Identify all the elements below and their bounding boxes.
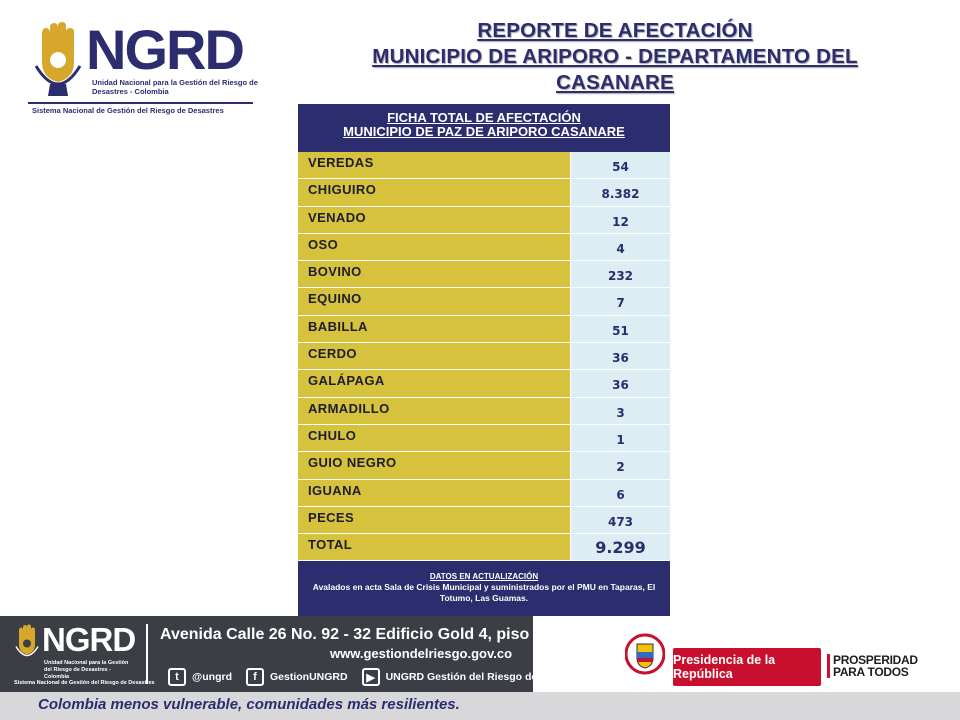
table-row: EQUINO 7 [298, 288, 670, 316]
colombia-coat-of-arms-icon [625, 633, 665, 675]
table-row: ARMADILLO 3 [298, 397, 670, 425]
footer-slogan: Colombia menos vulnerable, comunidades m… [38, 696, 460, 713]
row-value: 7 [570, 288, 670, 315]
footer-note-text: Avalados en acta Sala de Crisis Municipa… [312, 582, 656, 604]
presidencia-logo: Presidencia de la República [673, 648, 821, 686]
logo-system-name: Sistema Nacional de Gestión del Riesgo d… [32, 106, 224, 115]
table-total-row: TOTAL 9.299 [298, 534, 670, 562]
twitter-handle[interactable]: @ungrd [192, 671, 232, 683]
table-row: BOVINO 232 [298, 261, 670, 289]
table-body: VEREDAS 54 CHIGUIRO 8.382 VENADO 12 OSO 4 BOVINO… [298, 152, 670, 535]
row-value: 2 [570, 452, 670, 479]
hand-emblem-icon [34, 22, 82, 96]
footer-website-link[interactable]: www.gestiondelriesgo.gov.co [330, 646, 513, 661]
table-row: CHULO 1 [298, 424, 670, 453]
row-label: VENADO [298, 206, 570, 233]
row-value: 473 [570, 506, 670, 534]
table-row: CERDO 36 [298, 343, 670, 371]
row-label: EQUINO [298, 288, 570, 315]
prosperidad-line-2: PARA TODOS [833, 665, 909, 679]
row-label: CERDO [298, 343, 570, 370]
row-value: 232 [570, 261, 670, 288]
row-label: GALÁPAGA [298, 370, 570, 397]
footer-address: Avenida Calle 26 No. 92 - 32 Edificio Go… [160, 626, 639, 643]
table-row: OSO 4 [298, 233, 670, 262]
row-value: 8.382 [570, 179, 670, 206]
row-value: 36 [570, 370, 670, 397]
title-line-2: MUNICIPIO DE ARIPORO - DEPARTAMENTO DEL [372, 45, 858, 68]
row-label: BABILLA [298, 315, 570, 343]
table-row: VEREDAS 54 [298, 152, 670, 180]
prosperidad-bar [827, 654, 830, 678]
row-value: 12 [570, 206, 670, 233]
table-row: VENADO 12 [298, 206, 670, 234]
row-label: CHULO [298, 424, 570, 452]
table-header: FICHA TOTAL DE AFECTACIÓN MUNICIPIO DE P… [298, 104, 670, 152]
report-title: REPORTE DE AFECTACIÓN MUNICIPIO DE ARIPO… [300, 18, 930, 96]
impact-table: FICHA TOTAL DE AFECTACIÓN MUNICIPIO DE P… [298, 104, 670, 620]
footer-note-title: DATOS EN ACTUALIZACIÓN [429, 572, 539, 582]
footer-divider [146, 624, 148, 684]
logo-subtitle: Unidad Nacional para la Gestión del Ries… [92, 78, 258, 96]
row-label: GUIO NEGRO [298, 452, 570, 479]
row-label: PECES [298, 506, 570, 534]
row-value: 36 [570, 343, 670, 370]
row-label: VEREDAS [298, 152, 570, 179]
row-value: 54 [570, 152, 670, 179]
prosperidad-line-1: PROSPERIDAD [833, 653, 918, 667]
logo-divider [28, 102, 253, 104]
footer-logo-subtitle: Unidad Nacional para la Gestión del Ries… [44, 660, 129, 680]
footer-logo-system: Sistema Nacional de Gestión del Riesgo d… [14, 680, 155, 686]
table-footer-note: DATOS EN ACTUALIZACIÓN Avalados en acta … [298, 561, 670, 620]
row-value: 4 [570, 233, 670, 261]
row-label: IGUANA [298, 479, 570, 506]
footer-social-links: t @ungrd f GestionUNGRD ▶ UNGRD Gestión … [160, 668, 590, 686]
row-label: BOVINO [298, 261, 570, 288]
title-line-1: REPORTE DE AFECTACIÓN [477, 19, 753, 42]
footer-ngrd-logo: NGRD Unidad Nacional para la Gestión del… [10, 621, 155, 688]
title-line-3: CASANARE [556, 71, 674, 94]
total-label: TOTAL [298, 534, 570, 561]
hand-emblem-icon [15, 624, 39, 657]
youtube-icon[interactable]: ▶ [361, 668, 380, 686]
ngrd-logo: NGRD Unidad Nacional para la Gestión del… [28, 18, 258, 120]
row-label: CHIGUIRO [298, 179, 570, 206]
footer-slogan-strip: Colombia menos vulnerable, comunidades m… [0, 692, 960, 720]
twitter-icon[interactable]: t [168, 668, 186, 686]
row-value: 6 [570, 479, 670, 506]
total-value: 9.299 [570, 534, 670, 561]
row-value: 3 [570, 397, 670, 424]
prosperidad-logo: PROSPERIDAD PARA TODOS [827, 653, 918, 679]
logo-wordmark: NGRD [86, 18, 245, 81]
table-row: GUIO NEGRO 2 [298, 452, 670, 480]
facebook-handle[interactable]: GestionUNGRD [269, 671, 348, 683]
footer-contact-band: NGRD Unidad Nacional para la Gestión del… [0, 616, 639, 692]
row-label: ARMADILLO [298, 397, 570, 424]
table-row: BABILLA 51 [298, 315, 670, 344]
table-row: CHIGUIRO 8.382 [298, 179, 670, 207]
table-row: PECES 473 [298, 506, 670, 535]
facebook-icon[interactable]: f [245, 668, 264, 686]
row-label: OSO [298, 233, 570, 261]
row-value: 1 [570, 424, 670, 452]
table-row: IGUANA 6 [298, 479, 670, 507]
footer-logo-wordmark: NGRD [42, 621, 136, 658]
row-value: 51 [570, 315, 670, 343]
table-header-line-1: FICHA TOTAL DE AFECTACIÓN [387, 110, 581, 125]
table-header-line-2: MUNICIPIO DE PAZ DE ARIPORO CASANARE [343, 124, 625, 139]
footer-partner-logos: Presidencia de la República PROSPERIDAD … [533, 616, 960, 692]
table-row: GALÁPAGA 36 [298, 370, 670, 398]
